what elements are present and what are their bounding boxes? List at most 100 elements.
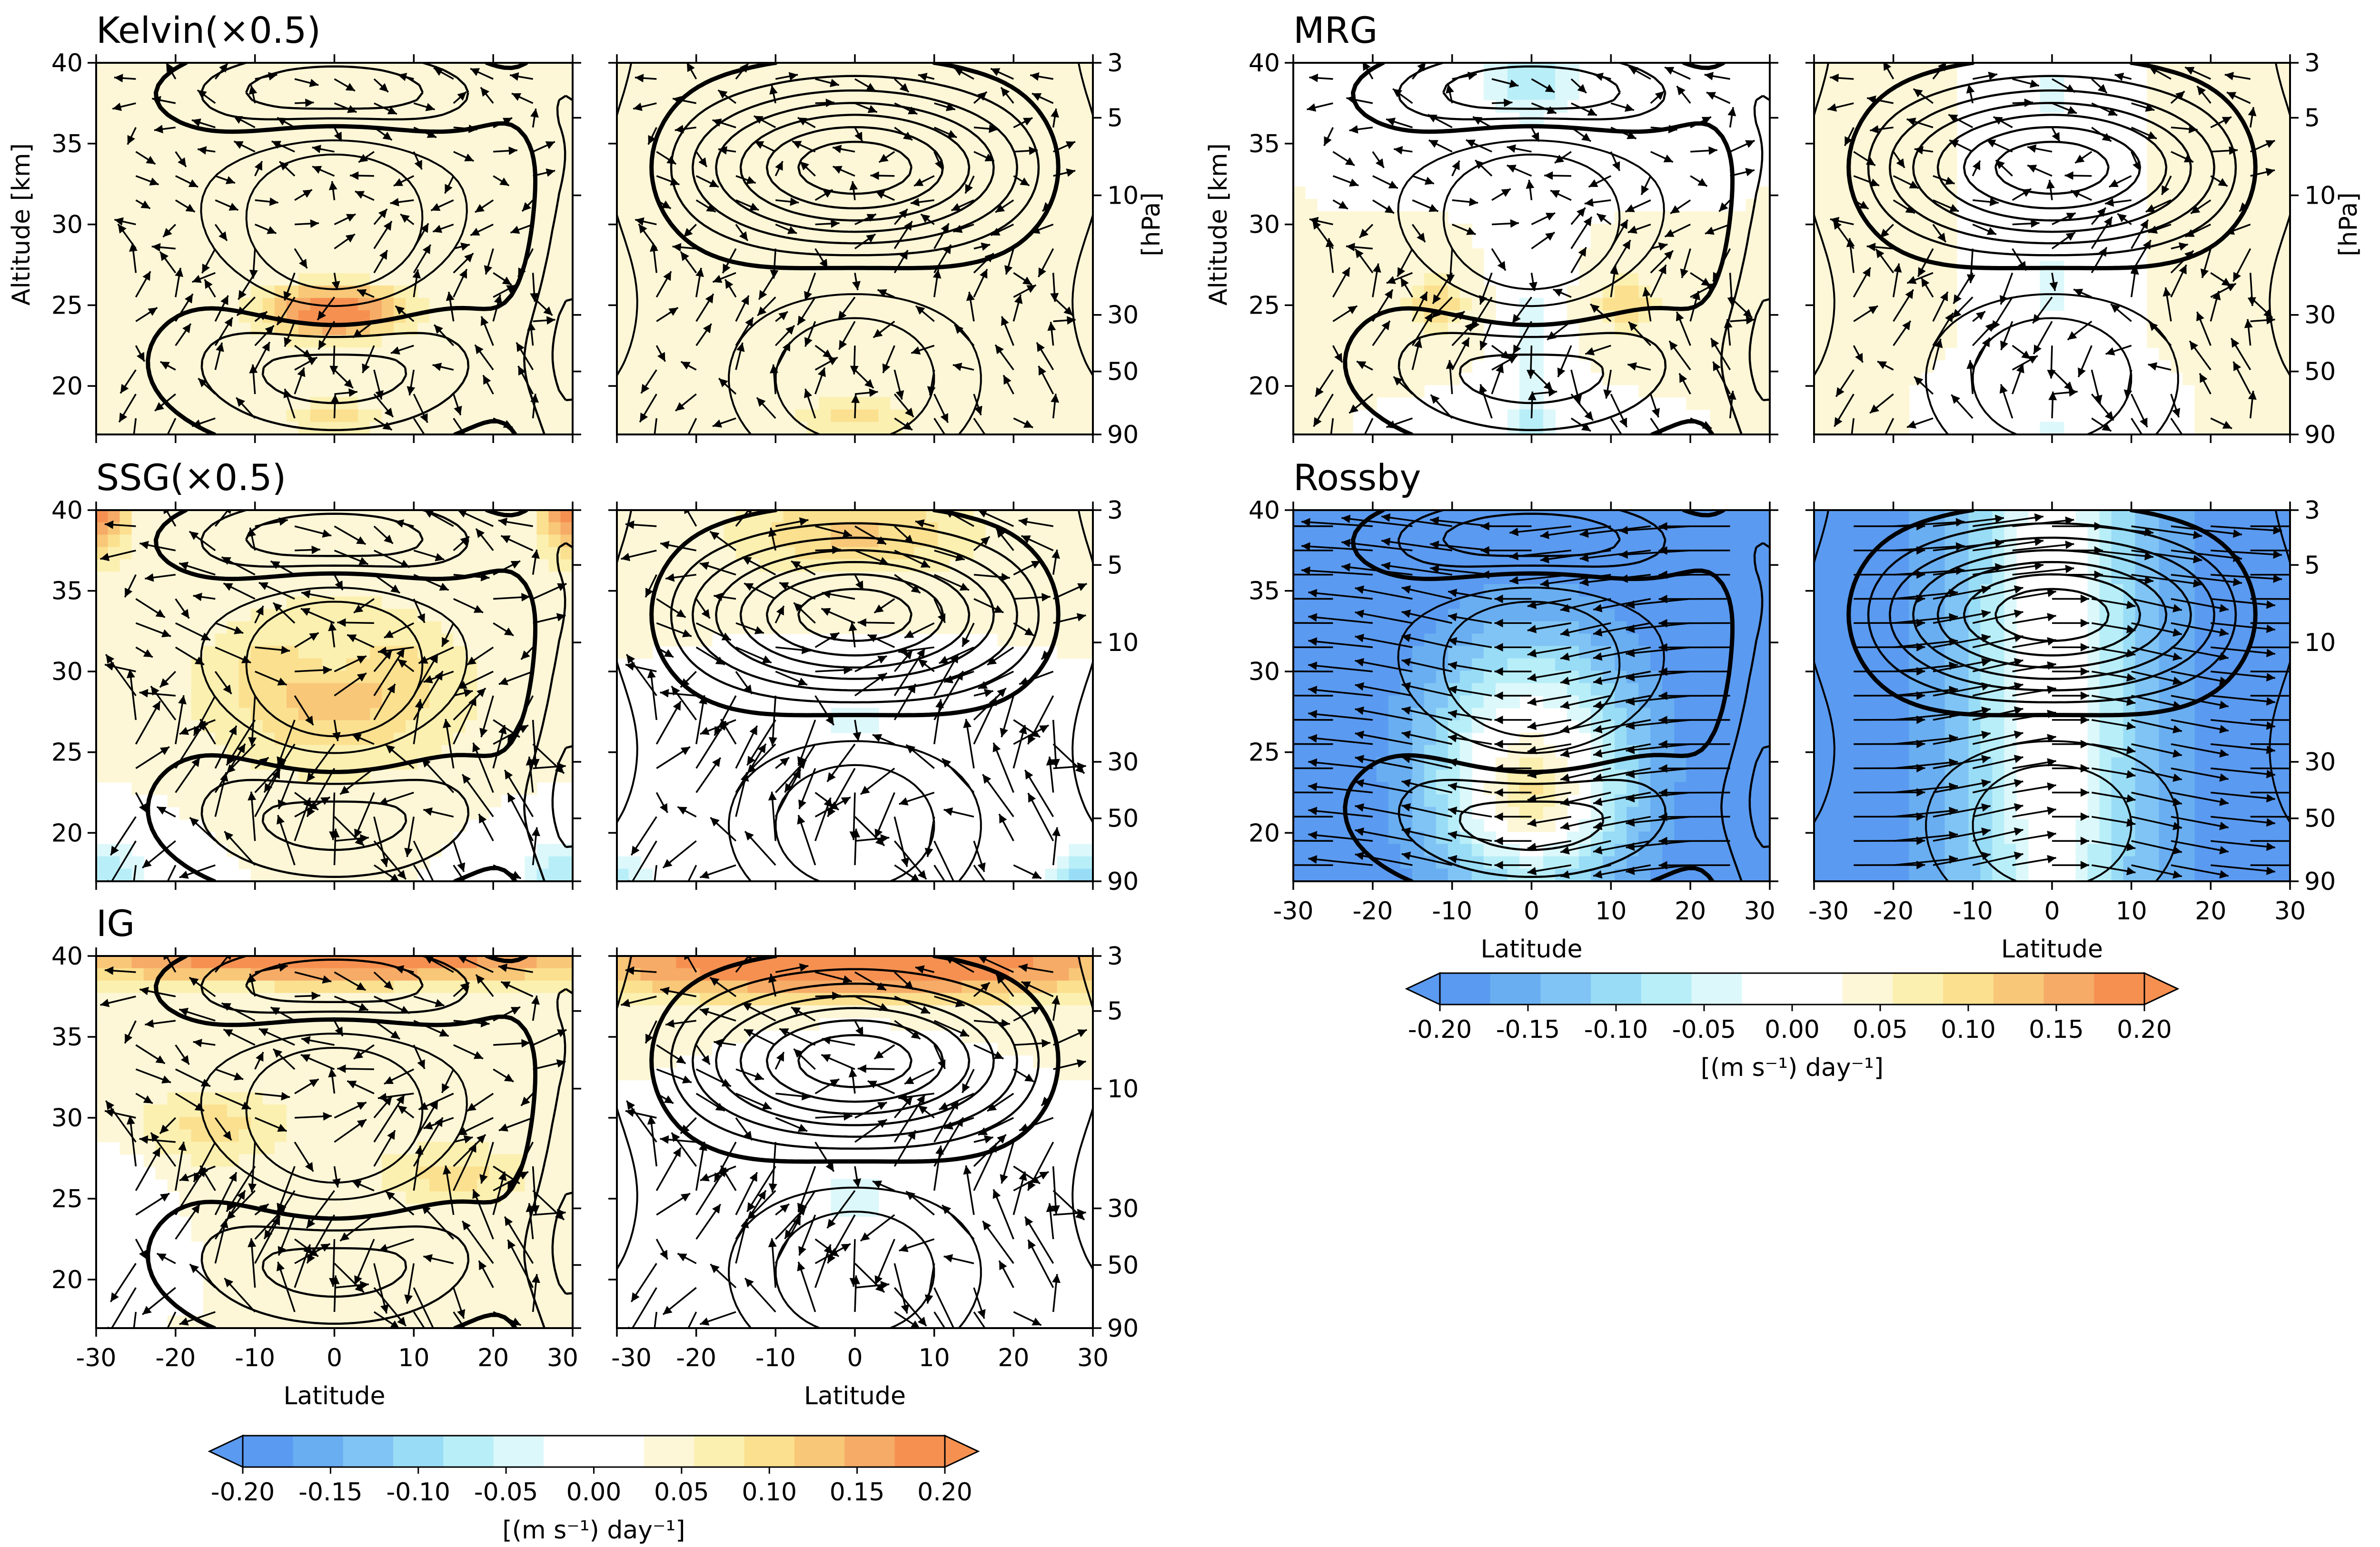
shade-cell xyxy=(536,63,549,76)
shade-cell xyxy=(501,186,514,199)
shade-cell xyxy=(1436,335,1448,348)
vector-arrowhead xyxy=(129,438,138,447)
shade-cell xyxy=(700,360,713,373)
shade-cell xyxy=(1057,409,1070,423)
shade-cell xyxy=(1459,248,1472,262)
shade-cell xyxy=(119,124,132,138)
shade-cell xyxy=(652,63,665,76)
shade-cell xyxy=(807,347,820,361)
shade-cell xyxy=(501,384,514,398)
shade-cell xyxy=(617,198,629,212)
shade-cell xyxy=(962,248,974,262)
shade-cell xyxy=(1057,63,1070,76)
shade-cell xyxy=(617,335,629,348)
shade-cell xyxy=(286,347,299,361)
shade-cell xyxy=(2218,335,2231,348)
shade-cell xyxy=(394,261,407,274)
easterly-contour xyxy=(1936,114,2168,222)
shade-cell xyxy=(560,63,573,76)
shade-cell xyxy=(1591,261,1604,274)
shade-cell xyxy=(215,149,228,162)
shade-cell xyxy=(1825,112,1838,125)
shade-cell xyxy=(179,87,192,100)
shade-cell xyxy=(1638,236,1651,249)
shade-cell xyxy=(1650,211,1663,224)
vector-arrowhead xyxy=(379,83,388,92)
vector-arrowhead xyxy=(355,191,365,199)
shade-cell xyxy=(795,75,808,88)
shade-cell xyxy=(2254,335,2267,348)
shade-cell xyxy=(831,409,843,423)
shade-cell xyxy=(334,223,347,236)
vector-arrowhead xyxy=(1844,136,1853,146)
shade-cell xyxy=(262,236,275,249)
vector-arrowhead xyxy=(1393,89,1402,98)
shade-cell xyxy=(441,149,454,162)
vector-arrowhead xyxy=(804,389,813,398)
shade-cell xyxy=(215,186,228,199)
vector-arrowhead xyxy=(1902,321,1911,331)
vector-arrowhead xyxy=(1993,117,2003,125)
shade-cell xyxy=(1861,384,1874,398)
vector-arrowhead xyxy=(899,209,908,218)
shade-cell xyxy=(2194,63,2207,76)
shade-cell xyxy=(985,422,998,434)
shade-cell xyxy=(914,323,927,336)
shade-cell xyxy=(985,409,998,423)
shade-cell xyxy=(831,174,843,187)
shade-cell xyxy=(1897,87,1910,100)
shade-cell xyxy=(1057,223,1070,236)
shade-cell xyxy=(1757,198,1770,212)
shade-cell xyxy=(1849,75,1862,88)
vector-arrowhead xyxy=(1433,294,1441,304)
shade-cell xyxy=(227,273,239,286)
shade-cell xyxy=(1837,124,1850,138)
shade-cell xyxy=(902,384,915,398)
shade-cell xyxy=(962,137,974,150)
shade-cell xyxy=(1849,298,1862,311)
shade-cell xyxy=(1873,335,1886,348)
shade-cell xyxy=(795,273,808,286)
shade-cell xyxy=(652,75,665,88)
shade-cell xyxy=(2278,198,2290,212)
shade-cell xyxy=(298,198,311,212)
vector-arrowhead xyxy=(899,83,909,92)
vector-arrowhead xyxy=(483,375,491,385)
shade-cell xyxy=(394,149,407,162)
vector-arrowhead xyxy=(927,386,936,395)
shade-cell xyxy=(1555,87,1568,100)
shade-cell xyxy=(735,112,748,125)
wave-flux-vector xyxy=(1650,418,1663,434)
shade-cell xyxy=(878,409,891,423)
shade-cell xyxy=(1849,87,1862,100)
vector-arrowhead xyxy=(2065,84,2075,92)
shade-cell xyxy=(2159,137,2172,150)
shade-cell xyxy=(406,360,418,373)
shade-cell xyxy=(1033,384,1046,398)
vector-arrowhead xyxy=(1745,168,1755,177)
vector-arrowhead xyxy=(1326,442,1334,451)
shade-cell xyxy=(1897,397,1910,410)
shade-cell xyxy=(1849,323,1862,336)
shade-cell xyxy=(1710,298,1723,311)
vector-arrowhead xyxy=(502,118,512,126)
vector-arrowhead xyxy=(670,177,680,186)
shade-cell xyxy=(1814,174,1826,187)
shade-cell xyxy=(700,397,713,410)
shade-cell xyxy=(298,248,311,262)
shade-cell xyxy=(1033,310,1046,324)
vector-arrowhead xyxy=(277,118,287,126)
shade-cell xyxy=(501,87,514,100)
shade-cell xyxy=(477,137,490,150)
shade-cell xyxy=(441,211,454,224)
vector-arrowhead xyxy=(1896,158,1905,168)
shade-cell xyxy=(1305,198,1318,212)
shade-cell xyxy=(215,286,228,299)
vector-arrowhead xyxy=(1867,95,1876,104)
shade-cell xyxy=(688,161,701,175)
shade-cell xyxy=(1009,99,1022,113)
shade-cell xyxy=(1340,397,1353,410)
shade-cell xyxy=(771,335,784,348)
vector-arrowhead xyxy=(921,214,931,223)
